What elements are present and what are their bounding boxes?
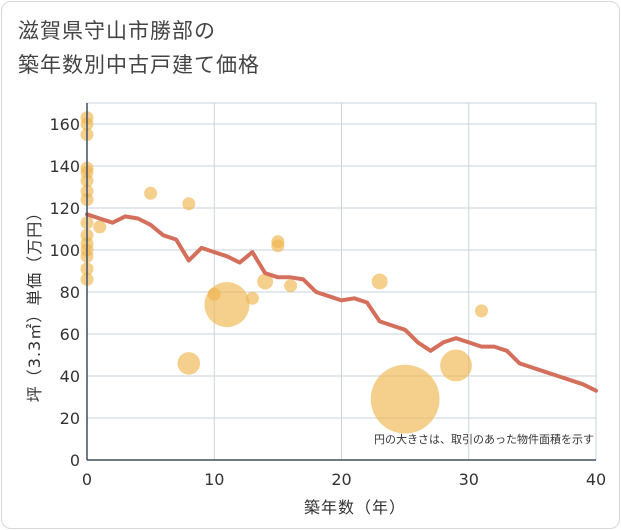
x-axis-label: 築年数（年） [304,498,406,517]
bubble-point [440,349,472,382]
average-price-line [85,212,598,393]
x-tick-label: 40 [586,470,606,489]
y-tick-label: 20 [60,409,80,428]
x-tick-label: 0 [82,470,92,489]
y-tick-label: 120 [49,199,80,218]
bubble-point [177,352,201,375]
bubble-point [271,239,285,253]
bubble-point [370,364,440,434]
x-tick-label: 30 [459,470,479,489]
bubble-size-note: 円の大きさは、取引のあった物件面積を示す [374,432,594,446]
bubble-point [371,273,388,290]
bubble-point [144,186,158,200]
bubble-point [93,220,107,234]
y-axis-label: 坪（3.3㎡）単価（万円） [25,204,44,402]
bubble-point [284,279,298,293]
y-tick-label: 80 [60,283,80,302]
chart-title-line-1: 滋賀県守山市勝部の [18,19,216,43]
y-tick-label: 160 [49,115,80,134]
bubble-point [182,197,196,211]
average-line-series [85,212,598,393]
tick-labels: 0 10 20 30 40 0 20 40 60 80 100 120 140 160 [49,115,606,489]
y-tick-label: 100 [49,241,80,260]
bubble-point [245,291,259,305]
chart-title: 滋賀県守山市勝部の 築年数別中古戸建て価格 [18,14,260,82]
y-tick-label: 40 [60,367,80,386]
x-tick-label: 10 [204,470,224,489]
axes [86,103,596,461]
bubble-series [80,111,488,434]
bubble-point [204,282,250,328]
y-tick-label: 0 [70,451,80,470]
x-tick-label: 20 [331,470,351,489]
chart-title-line-2: 築年数別中古戸建て価格 [18,53,260,77]
bubble-point [257,273,274,290]
bubble-point [474,304,488,318]
y-tick-label: 140 [49,157,80,176]
grid [86,102,597,461]
y-tick-label: 60 [60,325,80,344]
